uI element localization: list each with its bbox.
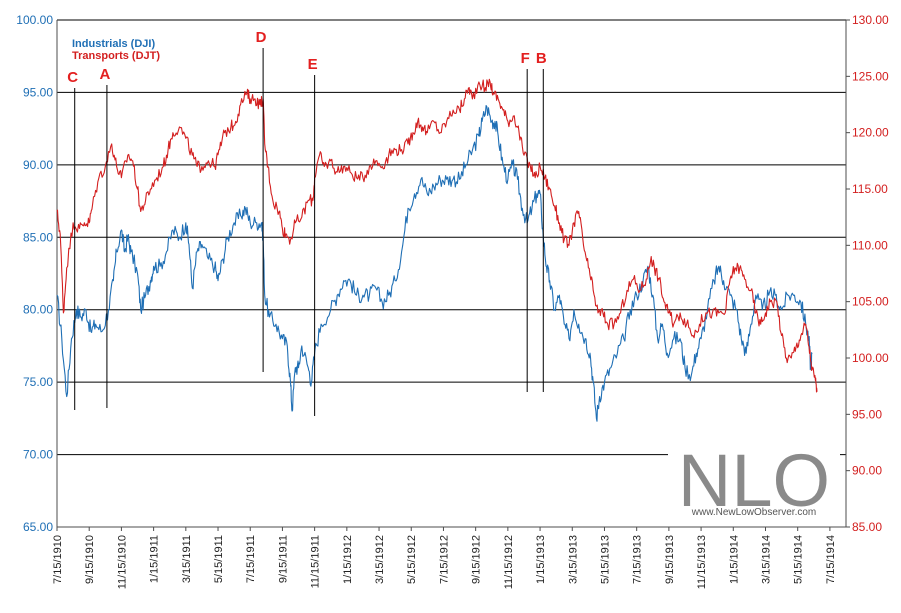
legend: Industrials (DJI) Transports (DJT) bbox=[72, 38, 160, 62]
series-line-industrials bbox=[56, 104, 813, 422]
left-tick-label: 70.00 bbox=[23, 448, 53, 462]
left-tick-label: 65.00 bbox=[23, 520, 53, 534]
x-tick-label: 11/15/1910 bbox=[116, 535, 128, 589]
series-line-transports bbox=[56, 78, 818, 393]
right-tick-label: 85.00 bbox=[852, 520, 882, 534]
x-tick-label: 5/15/1912 bbox=[406, 535, 418, 584]
x-tick-label: 5/15/1911 bbox=[213, 535, 225, 583]
x-tick-label: 1/15/1914 bbox=[728, 535, 740, 584]
x-tick-label: 11/15/1911 bbox=[310, 535, 322, 588]
left-axis-ticks: 65.00 70.00 75.00 80.00 85.00 90.00 95.00 100.0… bbox=[16, 13, 53, 534]
x-tick-label: 7/15/1912 bbox=[438, 535, 450, 584]
annotation-label-d: D bbox=[256, 29, 267, 46]
annotation-label-e: E bbox=[308, 56, 318, 73]
x-tick-label: 5/15/1913 bbox=[599, 535, 611, 584]
right-tick-label: 130.00 bbox=[852, 13, 889, 27]
x-tick-label: 5/15/1914 bbox=[793, 535, 805, 584]
nlo-site-text: www.NewLowObserver.com bbox=[691, 507, 816, 518]
legend-transports: Transports (DJT) bbox=[72, 50, 160, 62]
left-tick-label: 100.00 bbox=[16, 13, 53, 27]
right-tick-label: 90.00 bbox=[852, 464, 882, 478]
series-lines bbox=[56, 78, 818, 422]
right-tick-label: 105.00 bbox=[852, 295, 889, 309]
x-tick-label: 7/15/1910 bbox=[52, 535, 64, 584]
annotation-label-b: B bbox=[536, 50, 547, 67]
right-tick-label: 125.00 bbox=[852, 69, 889, 83]
right-tick-label: 110.00 bbox=[852, 238, 888, 252]
watermark-backdrop bbox=[668, 438, 840, 520]
annotation-label-f: F bbox=[521, 50, 530, 67]
left-tick-label: 80.00 bbox=[23, 303, 53, 317]
annotation-label-c: C bbox=[67, 69, 78, 86]
x-tick-label: 3/15/1914 bbox=[760, 535, 772, 584]
x-tick-label: 1/15/1911 bbox=[149, 535, 161, 583]
x-axis-ticks: 7/15/1910 9/15/1910 11/15/1910 1/15/1911 3/1… bbox=[52, 527, 837, 589]
left-tick-label: 95.00 bbox=[23, 85, 53, 99]
legend-industrials: Industrials (DJI) bbox=[72, 38, 155, 50]
annotation-label-a: A bbox=[99, 66, 110, 83]
right-tick-label: 120.00 bbox=[852, 126, 889, 140]
nlo-watermark: NLO www.NewLowObserver.com bbox=[668, 438, 840, 522]
left-tick-label: 85.00 bbox=[23, 230, 53, 244]
x-tick-label: 7/15/1913 bbox=[632, 535, 644, 584]
x-tick-label: 7/15/1911 bbox=[245, 535, 257, 583]
x-tick-label: 11/15/1912 bbox=[503, 535, 515, 589]
x-tick-label: 9/15/1912 bbox=[471, 535, 483, 584]
x-tick-label: 3/15/1911 bbox=[181, 535, 193, 583]
left-tick-label: 90.00 bbox=[23, 158, 53, 172]
right-tick-label: 100.00 bbox=[852, 351, 889, 365]
right-tick-label: 95.00 bbox=[852, 407, 882, 421]
x-tick-label: 1/15/1912 bbox=[342, 535, 354, 584]
x-tick-label: 9/15/1913 bbox=[664, 535, 676, 584]
x-tick-label: 7/15/1914 bbox=[825, 535, 837, 584]
left-tick-label: 75.00 bbox=[23, 375, 53, 389]
right-axis-ticks: 85.00 90.00 95.00 100.00 105.00 110.00 115.00 1… bbox=[846, 13, 889, 534]
x-tick-label: 3/15/1912 bbox=[374, 535, 386, 584]
x-tick-label: 1/15/1913 bbox=[535, 535, 547, 584]
x-tick-label: 9/15/1911 bbox=[277, 535, 289, 583]
right-tick-label: 115.00 bbox=[852, 182, 888, 196]
x-tick-label: 9/15/1910 bbox=[84, 535, 96, 584]
x-tick-label: 11/15/1913 bbox=[696, 535, 708, 589]
nlo-logo-text: NLO bbox=[678, 439, 830, 522]
x-tick-label: 3/15/1913 bbox=[567, 535, 579, 584]
event-annotations: C A D E F B bbox=[67, 29, 547, 416]
